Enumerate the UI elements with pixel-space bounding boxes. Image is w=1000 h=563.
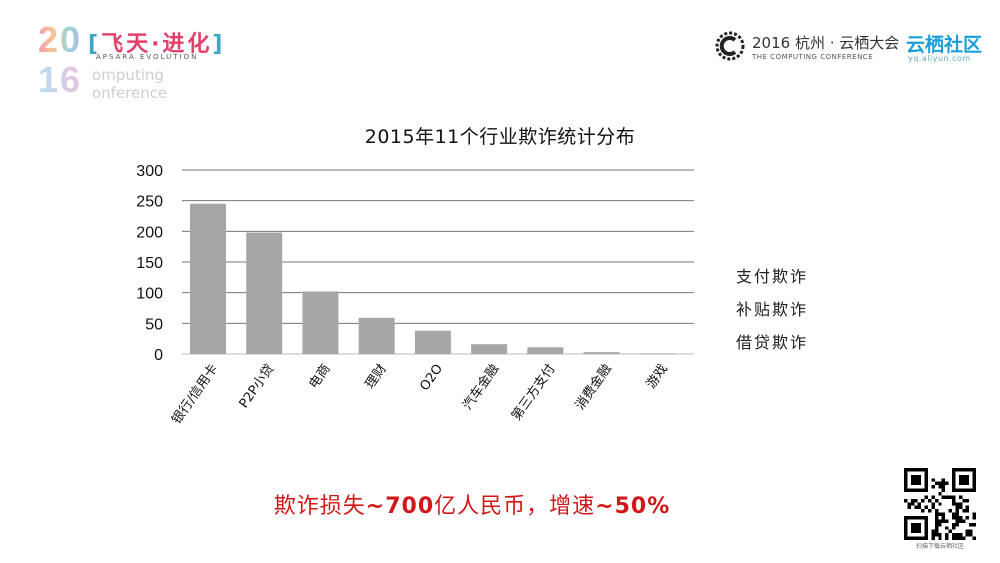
- x-category-label: P2P小贷: [237, 362, 278, 412]
- y-tick-label: 150: [136, 255, 163, 272]
- caption-middle: 亿人民币，增速: [434, 494, 596, 519]
- event-logo: 20 16 [飞天·进化] APSARA EVOLUTION omputing …: [38, 19, 258, 103]
- bar: [583, 352, 620, 354]
- logo-slogan: [飞天·进化]: [88, 32, 226, 57]
- side-note-subsidy: 补贴欺诈: [736, 300, 809, 319]
- conference-subtitle: THE COMPUTING CONFERENCE: [752, 53, 874, 61]
- qr-code: [904, 468, 976, 540]
- chart-title: 2015年11个行业欺诈统计分布: [364, 126, 636, 148]
- bar: [414, 330, 451, 354]
- yunqi-logo-icon: [715, 31, 745, 61]
- y-tick-label: 250: [136, 194, 163, 211]
- y-tick-label: 0: [154, 347, 163, 364]
- y-tick-label: 200: [136, 224, 163, 241]
- logo-year-top: 20: [38, 19, 83, 60]
- x-category-label: 理财: [363, 362, 390, 392]
- caption-prefix: 欺诈损失: [273, 494, 366, 519]
- logo-conference: onference: [92, 84, 168, 102]
- bar: [246, 232, 283, 354]
- x-category-label: 消费金融: [572, 361, 615, 413]
- x-category-label: 游戏: [644, 362, 671, 392]
- side-note-payment: 支付欺诈: [736, 267, 809, 286]
- caption-growth: ~50%: [595, 494, 671, 519]
- side-note-lending: 借贷欺诈: [736, 333, 809, 352]
- bar: [302, 291, 339, 354]
- conference-logo: 2016 杭州 · 云栖大会 THE COMPUTING CONFERENCE …: [714, 30, 994, 66]
- bar: [471, 344, 508, 354]
- logo-computing: omputing: [92, 66, 164, 84]
- x-category-label: 第三方支付: [508, 361, 558, 423]
- x-category-label: 银行/信用卡: [169, 362, 221, 427]
- x-category-label: 汽车金融: [459, 361, 502, 413]
- conference-title: 2016 杭州 · 云栖大会: [752, 34, 900, 52]
- y-tick-label: 300: [136, 163, 163, 180]
- y-tick-label: 50: [145, 316, 163, 333]
- side-notes: 支付欺诈 补贴欺诈 借贷欺诈: [736, 266, 808, 365]
- y-tick-label: 100: [136, 286, 163, 303]
- community-title: 云栖社区: [906, 34, 983, 56]
- bar: [358, 317, 395, 354]
- qr-caption: 扫描下载云栖社区: [915, 543, 964, 550]
- logo-year-bottom: 16: [38, 59, 83, 100]
- x-category-label: O2O: [417, 362, 446, 394]
- logo-slogan-text: 飞天·进化: [101, 32, 213, 57]
- bar: [190, 203, 226, 354]
- x-category-label: 电商: [307, 362, 334, 392]
- caption-loss: ~700: [365, 494, 435, 519]
- loss-caption: 欺诈损失~700亿人民币，增速~50%: [0, 488, 944, 520]
- bar: [639, 353, 676, 355]
- logo-slogan-sub: APSARA EVOLUTION: [96, 53, 199, 61]
- community-url: yq.aliyun.com: [908, 54, 971, 63]
- bar: [527, 347, 564, 354]
